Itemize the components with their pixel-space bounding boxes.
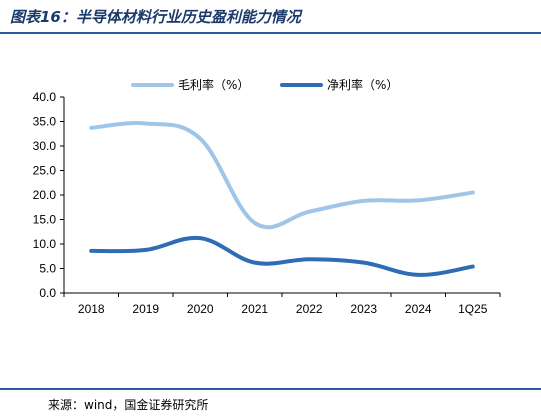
- x-tick-label: 2018: [78, 302, 105, 316]
- chart-title: 图表16：半导体材料行业历史盈利能力情况: [10, 8, 301, 26]
- series-gross-margin: [89, 121, 475, 230]
- x-tick-label: 2023: [350, 302, 377, 316]
- y-tick-label: 0.0: [39, 286, 56, 300]
- y-tick-label: 30.0: [33, 139, 57, 153]
- source-note: 来源：wind，国金证券研究所: [48, 398, 209, 412]
- legend-label: 毛利率（%）: [178, 77, 249, 92]
- line-chart: 0.0 5.0 10.0 15.0 20.0 25.0 30.0 35.0 40.0 2018 20…: [33, 77, 501, 316]
- top-rule: [0, 32, 541, 34]
- y-tick-label: 10.0: [33, 237, 57, 251]
- x-tick-label: 1Q25: [458, 302, 488, 316]
- y-tick-label: 15.0: [33, 213, 57, 227]
- x-tick-label: 2019: [132, 302, 159, 316]
- x-tick-label: 2022: [296, 302, 323, 316]
- x-tick-label: 2021: [241, 302, 268, 316]
- series-net-margin: [89, 235, 475, 277]
- y-tick-label: 25.0: [33, 164, 57, 178]
- legend-label: 净利率（%）: [327, 77, 398, 92]
- x-tick-label: 2020: [187, 302, 214, 316]
- x-tick-label: 2024: [405, 302, 432, 316]
- y-tick-label: 5.0: [39, 262, 56, 276]
- y-tick-label: 35.0: [33, 115, 57, 129]
- y-tick-label: 20.0: [33, 188, 57, 202]
- y-tick-label: 40.0: [33, 90, 57, 104]
- bottom-rule: [0, 388, 541, 390]
